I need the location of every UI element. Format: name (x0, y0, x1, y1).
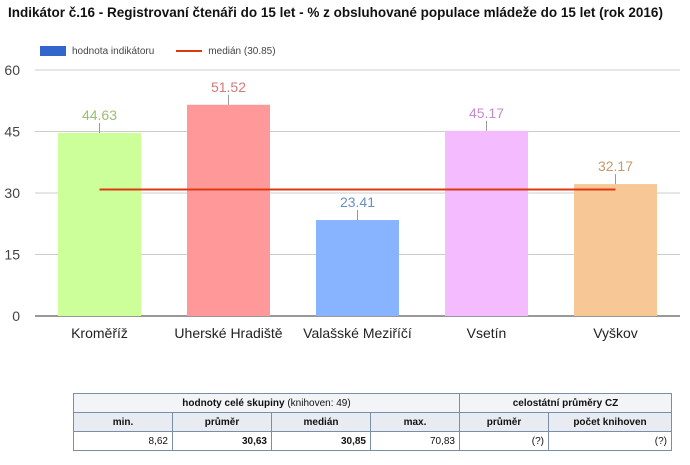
bar (187, 104, 270, 316)
x-tick-label: Vsetín (467, 325, 507, 341)
value-national-count: (?) (548, 431, 672, 451)
y-tick-label: 0 (12, 308, 20, 324)
chart-title: Indikátor č.16 - Registrovaní čtenáři do… (8, 5, 663, 20)
stats-table: hodnoty celé skupiny (knihoven: 49) celo… (73, 393, 672, 451)
legend-item-indicator: hodnota indikátoru (40, 46, 154, 57)
x-tick-label: Uherské Hradiště (174, 325, 282, 341)
col-median: medián (271, 412, 371, 432)
y-tick-label: 45 (4, 124, 20, 140)
value-national-avg: (?) (459, 431, 549, 451)
bar (574, 184, 657, 316)
stats-column-row: min. průměr medián max. průměr počet kni… (73, 412, 672, 432)
col-national-avg: průměr (459, 412, 549, 432)
group-note: (knihoven: 49) (287, 397, 351, 409)
bar-value-label: 23.41 (340, 194, 375, 210)
value-max: 70,83 (370, 431, 460, 451)
y-tick-label: 30 (4, 185, 20, 201)
bar (316, 220, 399, 316)
legend-swatch-bar (40, 46, 66, 56)
bar (445, 130, 528, 316)
bar-value-label: 45.17 (469, 105, 504, 121)
bar-chart: 0 15 30 45 60 44.63 Kroměříž 51.52 Uherské Hradi… (4, 62, 680, 341)
legend-swatch-line (176, 50, 203, 52)
col-min: min. (73, 412, 173, 432)
y-tick-label: 15 (4, 247, 20, 263)
value-avg: 30,63 (172, 431, 272, 451)
value-min: 8,62 (73, 431, 173, 451)
bar (58, 133, 141, 316)
stats-values-row: 8,62 30,63 30,85 70,83 (?) (?) (73, 431, 672, 451)
legend-item-median: medián (30.85) (176, 45, 276, 57)
bar-value-label: 44.63 (82, 107, 117, 123)
group-header: hodnoty celé skupiny (182, 397, 285, 409)
legend: hodnota indikátoru medián (30.85) (40, 44, 298, 58)
col-national-count: počet knihoven (548, 412, 672, 432)
legend-label-median: medián (30.85) (208, 45, 276, 57)
x-tick-label: Valašské Meziříčí (303, 325, 412, 341)
stats-header-row: hodnoty celé skupiny (knihoven: 49) celo… (73, 393, 672, 413)
value-median: 30,85 (271, 431, 371, 451)
x-tick-label: Vyškov (593, 325, 638, 341)
col-max: max. (370, 412, 460, 432)
col-avg: průměr (172, 412, 272, 432)
bar-value-label: 32.17 (598, 158, 633, 174)
group-header-cell: hodnoty celé skupiny (knihoven: 49) (73, 393, 460, 413)
bar-value-label: 51.52 (211, 79, 246, 95)
y-tick-label: 60 (4, 62, 20, 78)
legend-label-indicator: hodnota indikátoru (72, 45, 155, 57)
national-header: celostátní průměry CZ (459, 393, 672, 413)
x-tick-label: Kroměříž (71, 325, 128, 341)
